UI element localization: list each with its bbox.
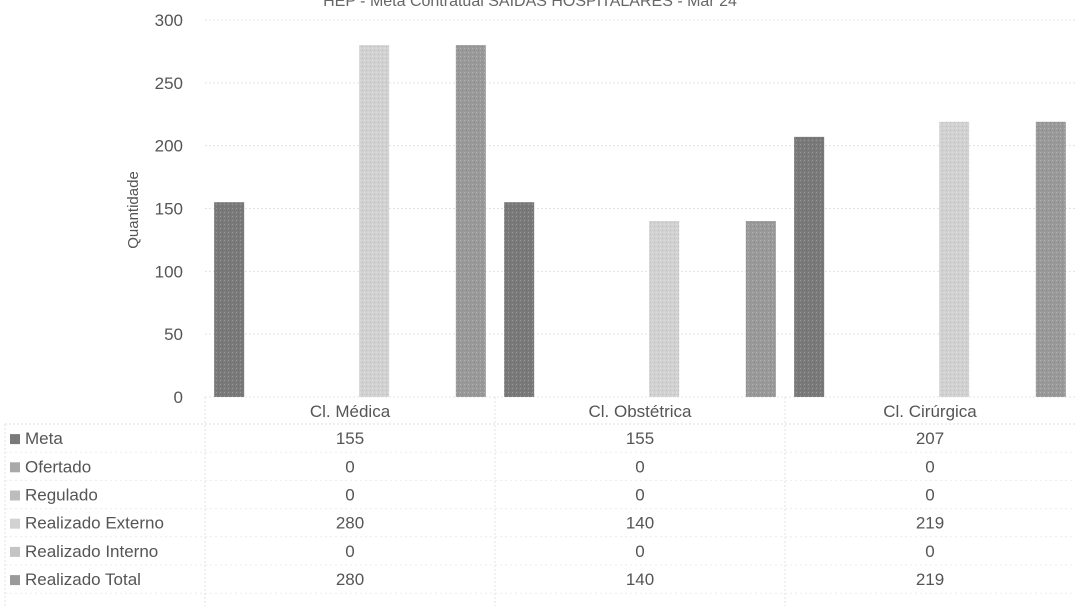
y-tick-label: 150 bbox=[155, 200, 183, 219]
legend-entry: Realizado Interno bbox=[25, 542, 158, 561]
bar-texture bbox=[794, 136, 825, 397]
legend-entry: Realizado Total bbox=[25, 570, 141, 589]
table-value: 155 bbox=[336, 429, 364, 448]
y-axis-ticks: 0 50 100 150 200 250 300 bbox=[155, 11, 183, 407]
table-value: 280 bbox=[336, 514, 364, 533]
bar-texture bbox=[504, 202, 535, 397]
table-value: 207 bbox=[916, 429, 944, 448]
table-value: 0 bbox=[345, 486, 354, 505]
table-value: 219 bbox=[916, 514, 944, 533]
table-value: 280 bbox=[336, 570, 364, 589]
bar-texture bbox=[745, 221, 776, 397]
legend-entry: Meta bbox=[25, 429, 63, 448]
legend-swatch bbox=[10, 518, 20, 529]
table-value: 0 bbox=[925, 457, 934, 476]
table-value: 0 bbox=[925, 486, 934, 505]
bar-texture bbox=[649, 221, 680, 397]
legend-entry: Ofertado bbox=[25, 457, 91, 476]
data-table: Cl. Médica Cl. Obstétrica Cl. Cirúrgica Met… bbox=[4, 397, 1075, 606]
y-tick-label: 200 bbox=[155, 137, 183, 156]
table-value: 0 bbox=[925, 542, 934, 561]
legend-swatch bbox=[10, 490, 20, 501]
table-value: 0 bbox=[345, 542, 354, 561]
table-value: 219 bbox=[916, 570, 944, 589]
y-tick-label: 50 bbox=[164, 325, 183, 344]
y-tick-label: 300 bbox=[155, 11, 183, 30]
table-value: 140 bbox=[626, 570, 654, 589]
bar-texture bbox=[455, 45, 486, 398]
legend-entry: Realizado Externo bbox=[25, 514, 164, 533]
y-axis-label: Quantidade bbox=[125, 171, 142, 249]
table-value: 0 bbox=[635, 457, 644, 476]
table-value: 0 bbox=[635, 542, 644, 561]
legend-swatch bbox=[10, 575, 20, 586]
legend-swatch bbox=[10, 546, 20, 557]
legend-swatch bbox=[10, 434, 20, 445]
category-label: Cl. Obstétrica bbox=[589, 402, 693, 421]
y-tick-label: 0 bbox=[174, 388, 183, 407]
table-value: 0 bbox=[635, 486, 644, 505]
y-tick-label: 250 bbox=[155, 74, 183, 93]
legend-swatch bbox=[10, 462, 20, 473]
category-label: Cl. Médica bbox=[310, 402, 391, 421]
bar-texture bbox=[214, 202, 245, 397]
gridlines bbox=[205, 19, 1075, 398]
bar-texture bbox=[1035, 121, 1066, 397]
bar-texture bbox=[939, 121, 970, 397]
y-tick-label: 100 bbox=[155, 262, 183, 281]
table-value: 140 bbox=[626, 514, 654, 533]
legend-entry: Regulado bbox=[25, 486, 98, 505]
table-value: 155 bbox=[626, 429, 654, 448]
category-label: Cl. Cirúrgica bbox=[883, 402, 977, 421]
table-value: 0 bbox=[345, 457, 354, 476]
bar-texture bbox=[359, 45, 390, 398]
chart-title: HEP - Meta Contratual SAÍDAS HOSPITALARE… bbox=[323, 0, 737, 10]
bars bbox=[214, 45, 1066, 398]
